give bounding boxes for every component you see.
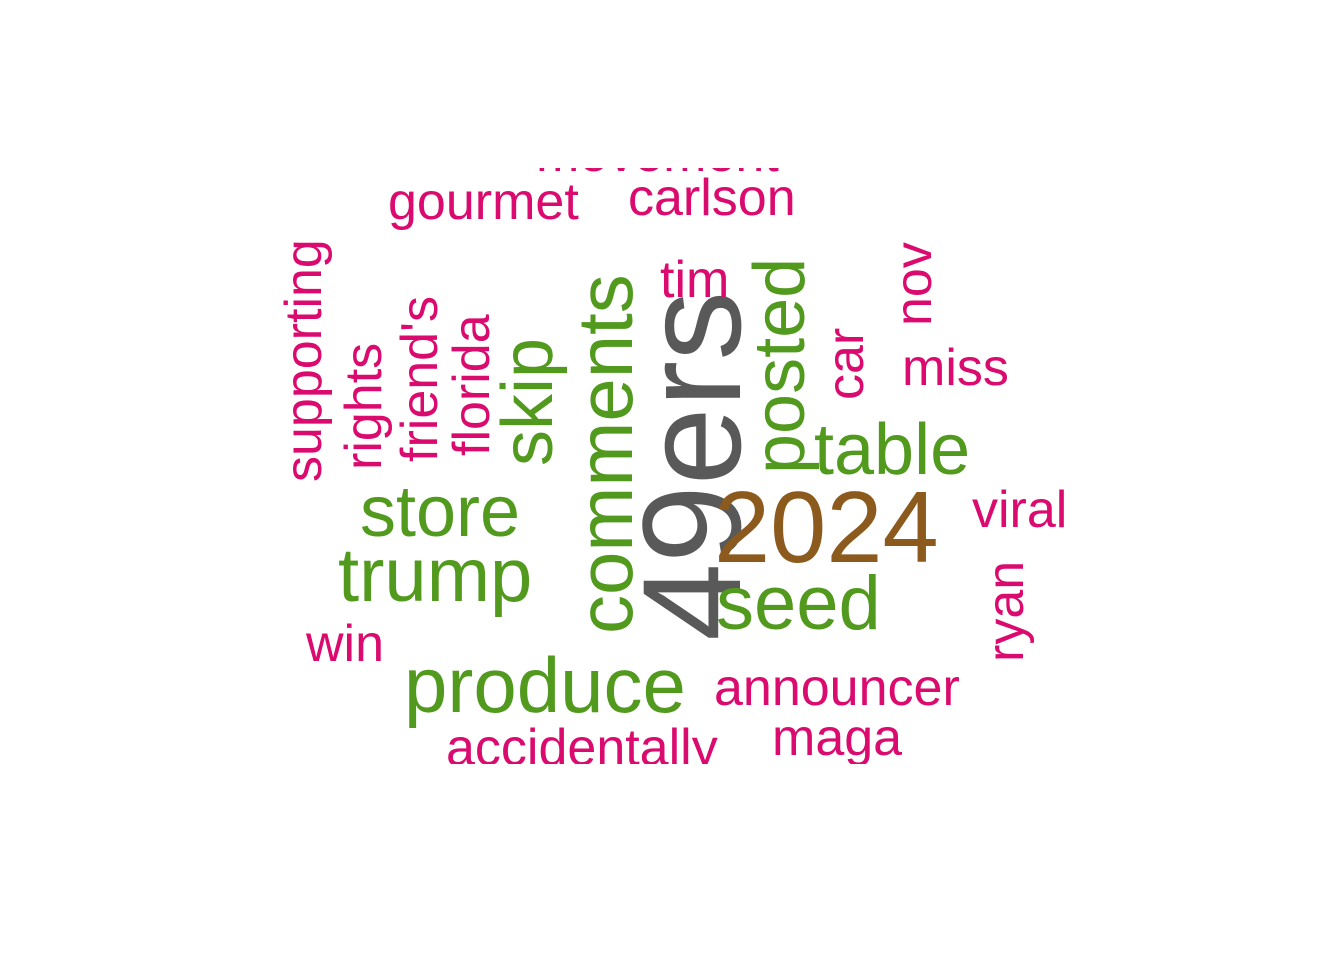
word-car: car (817, 327, 875, 400)
word-friends: friend's (391, 295, 449, 462)
word-2024: 2024 (714, 472, 939, 584)
word-ryan: ryan (977, 560, 1035, 662)
word-gourmet: gourmet (388, 173, 579, 231)
word-supporting: supporting (275, 239, 333, 482)
word-trump: trump (338, 533, 533, 618)
word-viral: viral (972, 481, 1068, 539)
word-miss: miss (902, 339, 1009, 397)
word-posted: posted (740, 257, 820, 474)
word-produce: produce (404, 641, 686, 729)
word-florida: florida (443, 314, 501, 456)
word-announcer: announcer (714, 659, 960, 717)
word-cloud-plot-area: 49ers 2024 comments produce trump seed s… (0, 168, 1344, 764)
word-win: win (306, 615, 385, 673)
word-rights: rights (335, 342, 393, 470)
word-comments: comments (561, 274, 649, 634)
word-tim: tim (660, 251, 730, 309)
word-carlson: carlson (628, 169, 796, 227)
word-nov: nov (885, 242, 943, 326)
word-seed: seed (716, 561, 881, 646)
word-movement: movement (536, 168, 779, 180)
word-maga: maga (772, 709, 903, 764)
word-skip: skip (488, 337, 568, 466)
word-accidentally: accidentally (446, 719, 718, 764)
word-store: store (360, 472, 521, 552)
word-table: table (814, 410, 971, 490)
